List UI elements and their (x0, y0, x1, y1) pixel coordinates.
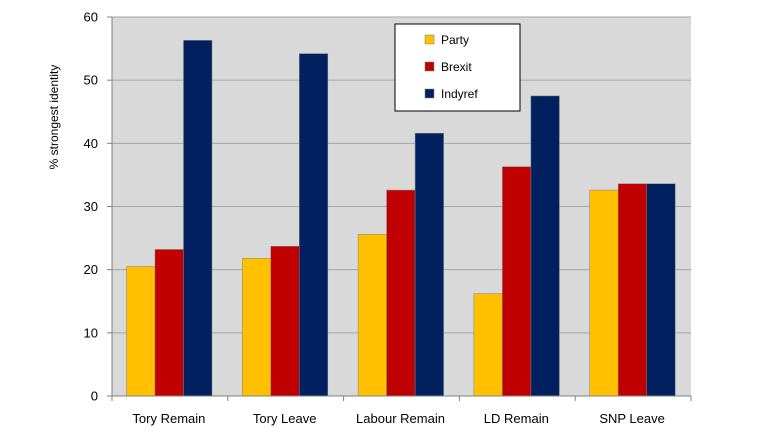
x-category-label: LD Remain (484, 411, 549, 426)
legend-label-party: Party (441, 33, 469, 47)
y-tick-label: 60 (84, 10, 98, 25)
bar-brexit-1 (270, 246, 300, 397)
axes: 0 10 20 30 40 50 60 Tory Remain Tory Leave Labour… (84, 10, 692, 426)
bar-party-4 (589, 189, 619, 397)
legend-box (394, 23, 521, 112)
x-category-label: Labour Remain (356, 411, 445, 426)
bar-party-3 (473, 293, 503, 397)
y-tick-label: 30 (84, 199, 98, 214)
bar-indyref-3 (530, 95, 560, 397)
bar-indyref-4 (646, 183, 676, 397)
legend-label-indyref: Indyref (441, 87, 478, 101)
y-tick-label: 20 (84, 262, 98, 277)
x-category-label: Tory Remain (132, 411, 205, 426)
bar-brexit-3 (502, 166, 532, 397)
bar-brexit-2 (386, 189, 416, 397)
y-tick-label: 0 (91, 389, 98, 404)
bars (126, 40, 676, 397)
legend: Party Brexit Indyref (394, 23, 521, 112)
legend-swatch-indyref (424, 88, 435, 99)
bar-indyref-0 (183, 40, 213, 397)
y-tick-label: 10 (84, 325, 98, 340)
y-tick-label: 50 (84, 73, 98, 88)
bar-indyref-1 (299, 53, 329, 397)
bar-brexit-4 (617, 183, 647, 397)
bar-indyref-2 (414, 132, 444, 397)
y-tick-label: 40 (84, 136, 98, 151)
legend-swatch-brexit (424, 61, 435, 72)
x-category-label: Tory Leave (253, 411, 317, 426)
bar-party-1 (242, 258, 272, 397)
x-category-label: SNP Leave (599, 411, 665, 426)
bar-party-0 (126, 266, 156, 397)
legend-swatch-party (424, 34, 435, 45)
bar-brexit-0 (154, 249, 184, 397)
y-axis-title: % strongest identity (47, 65, 61, 170)
bar-party-2 (357, 234, 387, 397)
legend-label-brexit: Brexit (441, 60, 472, 74)
